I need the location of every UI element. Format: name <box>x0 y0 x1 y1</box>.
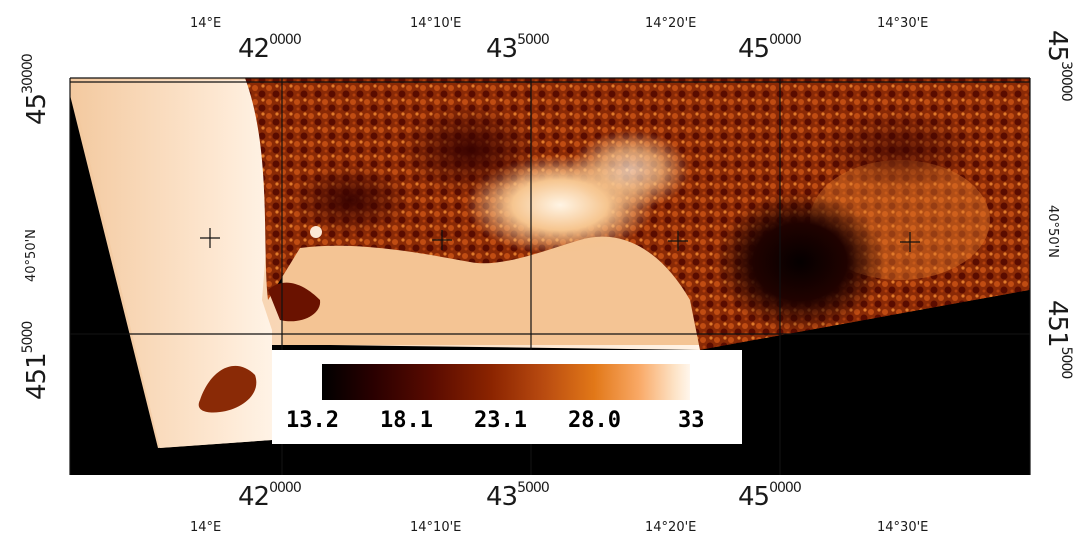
easting-label-top: 435000 <box>486 32 550 64</box>
lat-label-left: 40°50'N <box>24 229 39 282</box>
bottom-lon-label: 14°20'E <box>645 520 697 535</box>
island <box>198 365 257 413</box>
nodata-wedge <box>700 290 1030 475</box>
scale-tick-label: 13.2 <box>286 408 339 433</box>
scale-tick-label: 33 <box>678 408 705 433</box>
easting-label-bottom: 450000 <box>738 480 802 512</box>
northing-label-left: 4530000 <box>20 54 52 125</box>
easting-label-top: 420000 <box>238 32 302 64</box>
scale-tick-label: 23.1 <box>474 408 527 433</box>
color-scale-legend: 13.2 18.1 23.1 28.0 33 <box>272 350 742 444</box>
dark-patch-1 <box>400 105 540 195</box>
top-lon-label: 14°20'E <box>645 16 697 31</box>
easting-label-top: 450000 <box>738 32 802 64</box>
top-lon-label: 14°30'E <box>877 16 929 31</box>
dark-patch-2 <box>290 165 410 235</box>
northing-label-left: 4515000 <box>20 321 52 400</box>
sea-left-strip <box>70 80 272 448</box>
dark-patch-3 <box>820 110 980 190</box>
easting-label-bottom: 435000 <box>486 480 550 512</box>
bottom-lon-label: 14°E <box>190 520 222 535</box>
northing-label-right: 4530000 <box>1042 30 1074 101</box>
top-lon-label: 14°E <box>190 16 222 31</box>
easting-label-bottom: 420000 <box>238 480 302 512</box>
coastal-spot <box>310 226 322 238</box>
scale-tick-label: 28.0 <box>568 408 621 433</box>
bottom-lon-label: 14°30'E <box>877 520 929 535</box>
graticule-crosses <box>200 228 920 252</box>
northing-label-right: 4515000 <box>1042 300 1074 379</box>
bottom-lon-label: 14°10'E <box>410 520 462 535</box>
urban-bright-zone-2 <box>570 130 690 210</box>
volcano-crater <box>715 192 885 332</box>
color-scale-bar <box>322 364 690 400</box>
lat-label-right: 40°50'N <box>1045 205 1060 258</box>
top-lon-label: 14°10'E <box>410 16 462 31</box>
coastal-headland <box>268 282 321 322</box>
gulf-water <box>282 224 715 345</box>
scale-tick-label: 18.1 <box>380 408 433 433</box>
